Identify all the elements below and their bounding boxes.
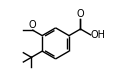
Text: O: O (77, 9, 84, 19)
Text: O: O (29, 20, 37, 30)
Text: OH: OH (91, 30, 106, 40)
